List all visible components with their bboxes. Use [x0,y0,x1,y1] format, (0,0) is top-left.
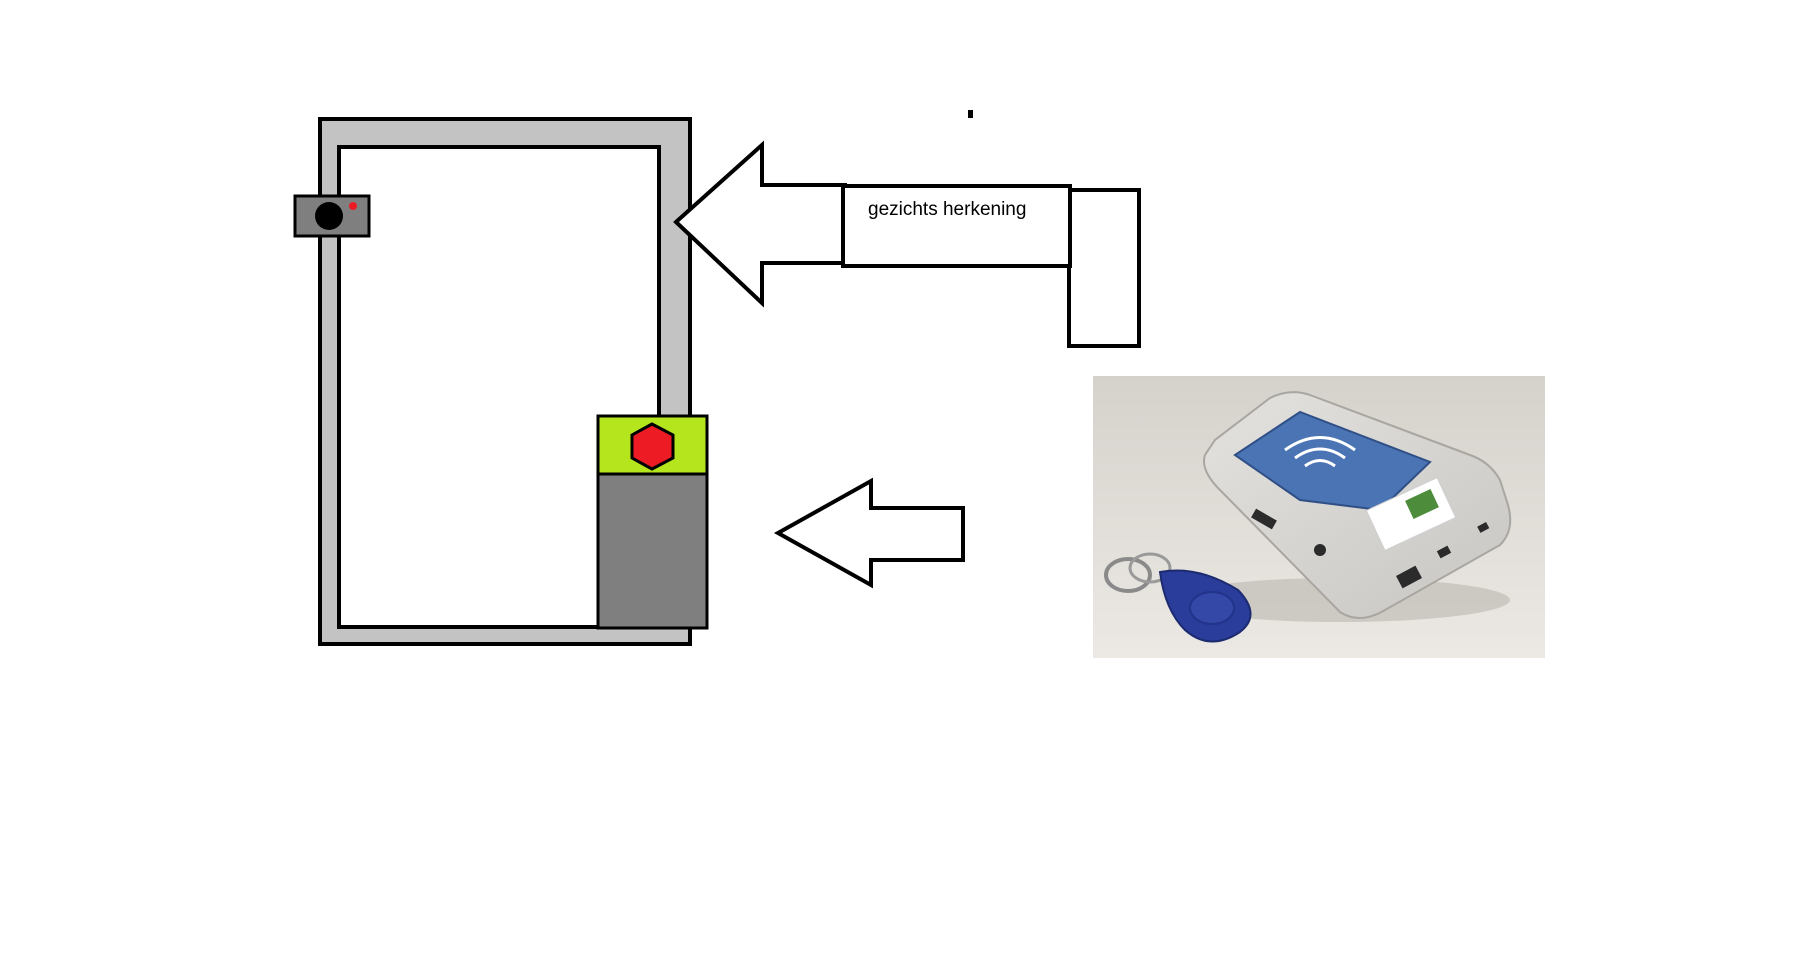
rfid-board [1233,410,1432,512]
usb-port-icon [1396,565,1422,589]
face-recognition-label: gezichts herkening [868,199,1027,220]
keyring-icon [1128,552,1172,584]
door [318,117,692,646]
audio-jack-icon [1314,544,1326,556]
antenna-icon [1304,459,1336,468]
usb-port-icon [1436,545,1452,559]
usb-port-icon [1477,522,1490,533]
rfid-reader-device [596,414,709,630]
camera-led-icon [349,202,357,210]
face-recognition-box [841,184,1072,268]
arrow-left-icon [673,140,847,308]
face-recognition-arrow [673,140,847,308]
hdmi-port-icon [1251,508,1277,530]
rfid-arrow [773,477,965,589]
antenna-icon [1284,436,1356,452]
stray-dot [968,110,973,118]
face-recognition-stand [1067,188,1141,348]
sticker-logo-icon [1405,489,1439,519]
keyfob-center [1189,591,1235,625]
reader-button-icon [630,422,675,471]
camera-lens-icon [315,202,343,230]
camera [293,194,371,238]
rfid-photo [1093,376,1545,658]
keyring-icon [1104,557,1152,593]
face-recognition-unit [841,184,1141,348]
antenna-icon [1294,447,1346,460]
arrow-left-icon [773,477,965,589]
